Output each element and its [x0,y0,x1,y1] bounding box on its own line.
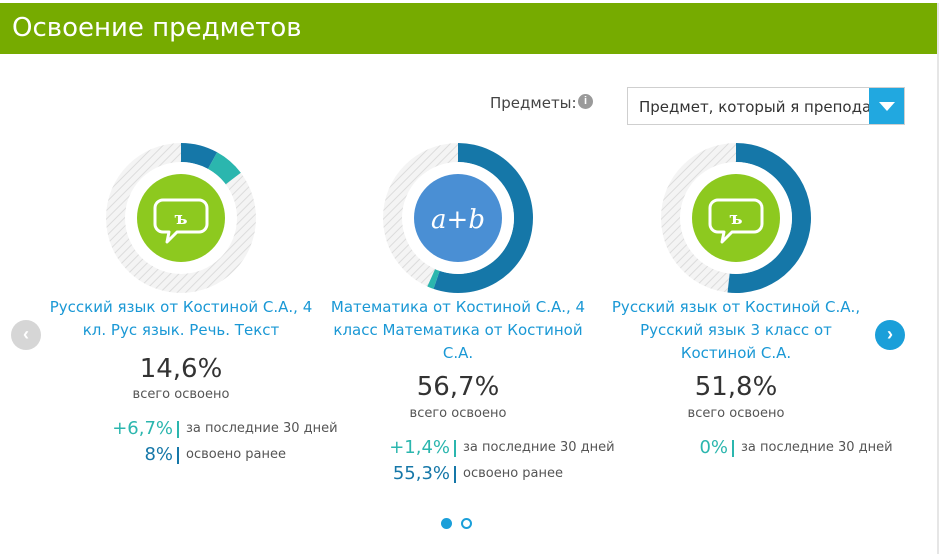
subject-title-link[interactable]: Русский язык от Костиной С.А., Русский я… [611,298,861,362]
select-dropdown-button[interactable] [869,88,904,124]
stat-separator [177,447,179,464]
stat-separator [454,466,456,483]
stat-recent-label: за последние 30 дней [186,421,338,436]
donut-segment-earlier [433,143,533,293]
stat-recent-value: 0% [699,437,728,458]
stat-recent: +6,7% за последние 30 дней [46,418,337,440]
subject-select[interactable]: Предмет, который я преподаю [627,87,905,125]
carousel-dot-1[interactable] [441,518,452,529]
speech-bubble-icon: ъ [137,174,225,262]
stat-separator [177,421,179,438]
donut-segment-earlier [727,143,811,293]
subject-card-2: a+b Математика от Костиной С.А., 4 класс… [323,0,615,520]
total-mastered-percent: 51,8% [694,372,778,402]
speech-bubble-glyph: ъ [729,209,742,229]
section-header: Освоение предметов [0,3,937,54]
subject-card-1: ъ Русский язык от Костиной С.А., 4 кл. Р… [46,0,338,520]
carousel-pagination [441,518,481,530]
panel-border [937,3,939,554]
donut-segment-recent [207,152,241,185]
stat-earlier-label: освоено ранее [463,466,564,481]
subject-select-value: Предмет, который я преподаю [639,98,874,116]
subject-title-link[interactable]: Математика от Костиной С.А., 4 класс Мат… [330,298,586,362]
total-mastered-label: всего освоено [132,387,230,402]
chevron-right-icon: › [887,324,893,344]
progress-donut: ъ [661,143,811,293]
total-mastered-label: всего освоено [409,406,507,421]
carousel-prev-button[interactable]: ‹ [11,320,41,350]
total-mastered-percent: 56,7% [416,372,500,402]
subjects-filter-label: Предметы: [490,94,577,112]
stat-recent-label: за последние 30 дней [741,440,893,455]
chevron-down-icon [879,102,895,111]
section-title: Освоение предметов [12,13,302,43]
carousel-dot-2[interactable] [461,518,472,529]
chevron-left-icon: ‹ [23,324,29,344]
stat-recent-label: за последние 30 дней [463,440,615,455]
progress-donut: ъ [106,143,256,293]
info-icon[interactable]: i [578,94,593,109]
stat-separator [454,440,456,457]
stat-earlier-value: 8% [144,444,173,465]
donut-segment-recent [427,269,440,289]
stat-earlier: 55,3% освоено ранее [323,463,593,485]
stat-earlier: 8% освоено ранее [46,444,316,466]
progress-donut: a+b [383,143,533,293]
subject-card-3: ъ Русский язык от Костиной С.А., Русский… [601,0,893,520]
stat-recent-value: +6,7% [112,418,173,439]
total-mastered-label: всего освоено [687,406,785,421]
formula-icon [414,174,502,262]
carousel-next-button[interactable]: › [875,320,905,350]
subject-title-link[interactable]: Русский язык от Костиной С.А., 4 кл. Рус… [49,298,313,339]
stat-separator [732,440,734,457]
formula-icon-glyph: a+b [431,205,485,235]
speech-bubble-glyph: ъ [174,209,187,229]
stat-recent-value: +1,4% [389,437,450,458]
stat-earlier-value: 55,3% [392,463,450,484]
stat-recent: 0% за последние 30 дней [601,437,892,459]
stat-earlier-label: освоено ранее [186,447,287,462]
total-mastered-percent: 14,6% [139,354,223,384]
stat-recent: +1,4% за последние 30 дней [323,437,614,459]
donut-segment-earlier [181,143,218,169]
speech-bubble-icon: ъ [692,174,780,262]
